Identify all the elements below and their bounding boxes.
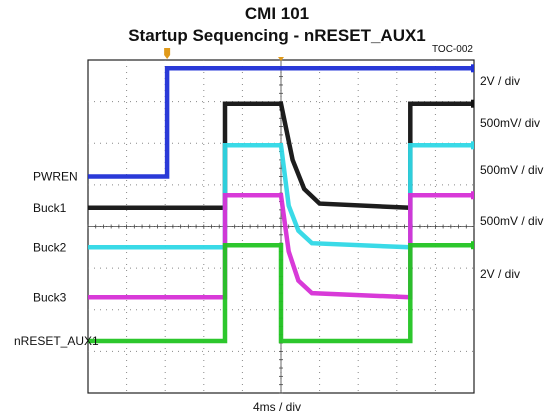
scale-label-pwren: 2V / div [480,74,520,88]
trigger-marker-icon [164,48,171,59]
channel-end-marker [471,99,474,108]
figure-tag: TOC-002 [432,44,473,55]
channel-end-marker [471,141,474,150]
scale-label-buck1: 500mV/ div [480,116,540,130]
chart-subtitle: Startup Sequencing - nRESET_AUX1 [128,26,426,45]
channel-end-marker [471,64,474,73]
trigger-position-icon [278,57,284,61]
scale-label-nreset-aux1: 2V / div [480,267,520,281]
series-label-buck3: Buck3 [33,290,67,304]
series-label-buck1: Buck1 [33,201,67,215]
channel-end-marker [471,191,474,200]
series-label-buck2: Buck2 [33,240,67,254]
series-label-nreset-aux1: nRESET_AUX1 [14,334,99,348]
scale-label-buck2: 500mV / div [480,163,543,177]
trace-nreset-aux1 [88,242,474,344]
x-axis-label: 4ms / div [252,400,301,414]
trace-pwren [88,66,474,179]
chart-title: CMI 101 [244,4,310,23]
channel-end-marker [471,241,474,250]
series-label-pwren: PWREN [33,170,78,184]
scale-label-buck3: 500mV / div [480,214,543,228]
